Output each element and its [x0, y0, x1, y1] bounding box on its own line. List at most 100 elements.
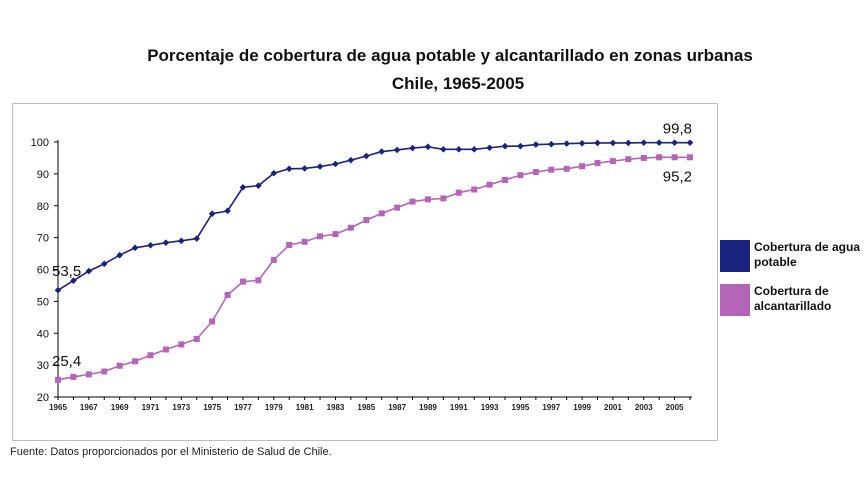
data-point-agua: [424, 143, 432, 151]
data-point-agua: [609, 139, 617, 147]
data-point-alcantarillado: [209, 318, 216, 325]
data-point-alcantarillado: [502, 176, 509, 183]
data-point-alcantarillado: [317, 233, 324, 240]
y-tick-label: 40: [37, 328, 49, 340]
data-point-agua: [378, 148, 386, 155]
data-point-alcantarillado: [440, 195, 447, 202]
annotation-start-alcantarillado: 25,4: [52, 353, 81, 370]
y-tick-label: 100: [31, 137, 49, 149]
x-tick-label: 1971: [142, 403, 160, 412]
data-point-agua: [131, 244, 139, 252]
data-point-agua: [316, 163, 324, 170]
data-point-agua: [347, 156, 355, 164]
data-point-agua: [332, 160, 339, 168]
data-point-agua: [671, 139, 678, 146]
data-point-alcantarillado: [640, 154, 647, 161]
data-point-alcantarillado: [517, 172, 524, 179]
x-tick-label: 1967: [80, 403, 98, 412]
x-tick-label: 1975: [203, 403, 221, 412]
y-tick-label: 20: [37, 392, 49, 404]
data-point-alcantarillado: [101, 368, 108, 375]
x-tick-label: 1993: [481, 403, 499, 412]
y-tick-label: 80: [37, 201, 49, 213]
data-point-agua: [547, 140, 555, 148]
data-point-alcantarillado: [85, 371, 92, 378]
data-point-alcantarillado: [579, 163, 586, 170]
data-point-agua: [301, 165, 308, 172]
data-point-alcantarillado: [332, 231, 339, 238]
x-tick-label: 1991: [450, 403, 468, 412]
legend-swatch-agua-potable: [720, 240, 750, 272]
data-point-agua: [517, 142, 524, 150]
data-point-alcantarillado: [625, 156, 632, 163]
data-point-alcantarillado: [162, 346, 169, 353]
annotation-end-agua: 99,8: [663, 121, 692, 138]
data-point-agua: [255, 182, 262, 189]
x-tick-label: 1965: [49, 403, 67, 412]
data-point-alcantarillado: [224, 292, 231, 298]
data-point-agua: [578, 139, 586, 147]
source-note: Fuente: Datos proporcionados por el Mini…: [10, 446, 332, 458]
legend-swatch-alcantarillado: [720, 284, 750, 316]
data-point-alcantarillado: [286, 241, 293, 248]
x-tick-label: 2001: [604, 403, 622, 412]
data-point-agua: [85, 267, 93, 275]
data-point-alcantarillado: [394, 204, 401, 211]
data-point-agua: [147, 241, 154, 249]
chart-title: Porcentaje de cobertura de agua potable …: [147, 46, 753, 65]
data-point-alcantarillado: [70, 373, 77, 380]
y-tick-label: 70: [37, 233, 49, 245]
x-tick-label: 1989: [419, 403, 437, 412]
annotation-end-alcantarillado: 95,2: [663, 168, 692, 185]
data-point-agua: [640, 139, 648, 146]
data-point-agua: [362, 152, 370, 160]
data-point-agua: [208, 210, 216, 218]
x-tick-label: 1981: [296, 403, 314, 412]
x-tick-label: 1979: [265, 403, 283, 412]
data-point-agua: [70, 277, 77, 284]
data-point-agua: [594, 139, 601, 147]
y-tick-label: 50: [37, 296, 49, 308]
data-point-alcantarillado: [656, 154, 663, 161]
data-point-alcantarillado: [239, 278, 246, 285]
y-tick-label: 90: [37, 169, 49, 181]
x-tick-label: 2005: [666, 403, 684, 412]
legend-label-agua-potable: Cobertura de agua potable: [754, 240, 861, 269]
data-point-alcantarillado: [671, 154, 678, 161]
legend-label-alcantarillado: Cobertura de alcantarillado: [754, 284, 832, 313]
data-point-agua: [162, 239, 170, 247]
x-tick-label: 1987: [388, 403, 406, 412]
x-tick-label: 1985: [357, 403, 375, 412]
data-point-agua: [455, 146, 463, 153]
chart-frame: [12, 103, 718, 441]
data-point-agua: [470, 146, 478, 153]
data-point-agua: [100, 260, 108, 268]
data-point-agua: [440, 146, 447, 153]
data-point-alcantarillado: [193, 335, 200, 342]
data-point-alcantarillado: [609, 158, 616, 165]
data-point-alcantarillado: [471, 186, 478, 193]
y-tick-label: 60: [37, 265, 49, 277]
x-tick-label: 1977: [234, 403, 252, 412]
data-point-alcantarillado: [486, 181, 493, 188]
data-point-alcantarillado: [378, 210, 385, 217]
data-point-agua: [193, 235, 201, 242]
data-point-alcantarillado: [687, 154, 693, 161]
data-point-agua: [224, 207, 231, 215]
data-point-agua: [655, 139, 663, 146]
data-point-alcantarillado: [409, 198, 416, 205]
data-point-alcantarillado: [270, 256, 277, 263]
data-point-alcantarillado: [548, 166, 555, 173]
data-point-agua: [686, 139, 694, 146]
data-point-alcantarillado: [363, 217, 370, 224]
data-point-agua: [270, 169, 278, 177]
series-line-1: [57, 156, 690, 381]
data-point-alcantarillado: [455, 189, 462, 196]
x-tick-label: 1999: [573, 403, 591, 412]
data-point-agua: [54, 286, 62, 294]
x-tick-label: 1983: [327, 403, 345, 412]
annotation-start-agua: 53,5: [52, 263, 81, 280]
x-tick-label: 1973: [172, 403, 190, 412]
data-point-agua: [532, 141, 540, 148]
